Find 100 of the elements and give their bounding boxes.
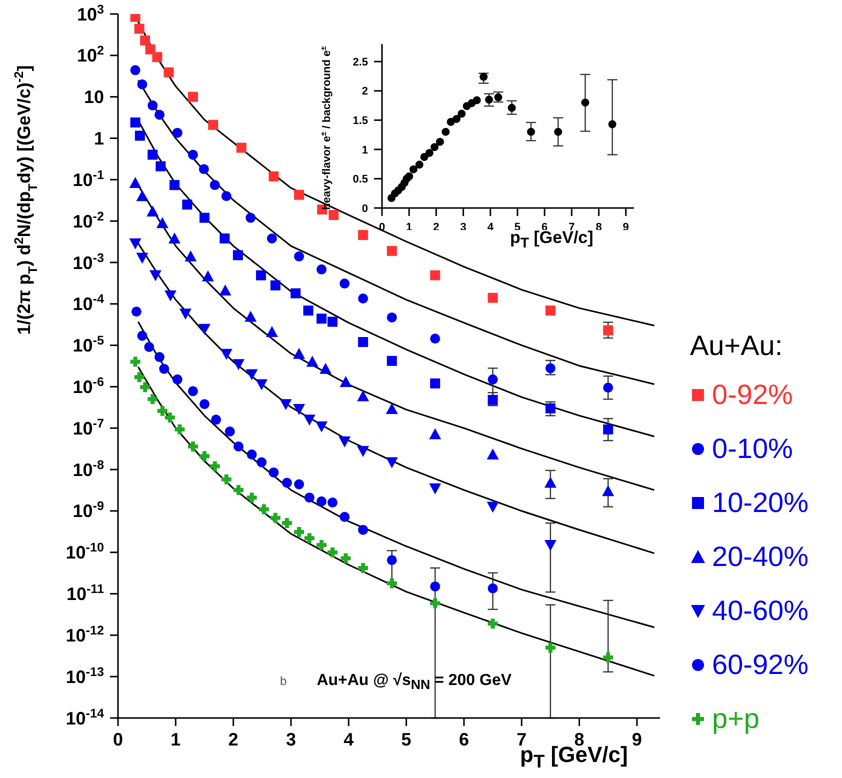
legend-title: Au+Au: (690, 330, 784, 362)
point (409, 165, 418, 174)
point (144, 342, 154, 352)
y-tick-label: 10$^{3}$ (76, 2, 104, 24)
point (603, 325, 614, 336)
x-tick-label: 3 (460, 221, 466, 234)
y-tick-label: 10$^{-14}$ (66, 706, 104, 728)
legend-label: 40-60% (712, 595, 809, 627)
y-tick-label: 10$^{-2}$ (72, 209, 104, 232)
legend-label: p+p (712, 703, 760, 735)
point (154, 110, 165, 120)
y-tick-label: 10$^{-9}$ (72, 499, 104, 522)
y-tick-label: 10$^{-12}$ (66, 623, 104, 646)
point (208, 120, 218, 130)
point (488, 394, 498, 405)
y-tick-label: 10 (84, 87, 104, 108)
point (603, 382, 614, 393)
point (234, 441, 244, 452)
point (327, 547, 338, 558)
point (472, 96, 481, 104)
point (246, 212, 256, 223)
point (304, 492, 314, 503)
point (268, 467, 279, 478)
legend-label: 10-20% (712, 487, 809, 519)
point (188, 386, 198, 396)
y-tick-label: 10$^{-11}$ (66, 582, 104, 604)
point (156, 161, 166, 172)
point (130, 356, 140, 367)
point (429, 483, 442, 494)
y-tick-label: 10$^{-8}$ (72, 458, 104, 480)
point (293, 348, 306, 359)
point (129, 238, 142, 250)
y-tick-label: 2.5 (352, 56, 368, 68)
point (270, 512, 280, 523)
point (234, 485, 244, 496)
point (486, 448, 499, 460)
point (294, 190, 304, 200)
point (182, 200, 192, 210)
point (545, 403, 556, 414)
point (358, 524, 368, 535)
point (152, 52, 162, 62)
point (290, 288, 301, 298)
x-tick-label: 2 (433, 221, 440, 234)
point (199, 451, 210, 462)
point (131, 306, 142, 317)
point (130, 65, 140, 76)
point (145, 44, 156, 54)
point (357, 446, 370, 458)
point (527, 128, 536, 136)
point (232, 359, 245, 370)
point (357, 390, 370, 402)
point (316, 496, 327, 506)
point (544, 476, 556, 488)
point (170, 180, 180, 190)
point (545, 363, 556, 374)
point (258, 504, 269, 514)
point (452, 114, 461, 123)
point (134, 130, 145, 141)
point (246, 369, 258, 380)
point (164, 290, 176, 302)
y-tick-label: 10$^{-3}$ (72, 250, 104, 273)
point (149, 270, 162, 282)
point (224, 426, 235, 436)
point (544, 540, 556, 552)
point (488, 618, 498, 629)
y-tick-label: 1 (362, 144, 368, 156)
x-tick-label: 5 (514, 221, 521, 234)
point (129, 177, 142, 188)
point (485, 96, 494, 104)
point (386, 457, 398, 468)
point (294, 479, 304, 490)
x-tick-label: 6 (458, 730, 469, 750)
point (603, 424, 614, 434)
point (188, 92, 198, 102)
point (340, 553, 351, 564)
point (188, 441, 198, 452)
point (148, 394, 158, 404)
point (198, 324, 210, 335)
point (148, 150, 158, 160)
point (340, 278, 350, 289)
point (602, 485, 614, 496)
point (280, 399, 292, 410)
point (386, 578, 397, 588)
point (358, 230, 368, 240)
point (168, 232, 181, 244)
point (386, 402, 398, 414)
point (256, 379, 268, 390)
point (246, 450, 257, 460)
point (316, 314, 327, 324)
point (220, 348, 232, 360)
point (608, 120, 616, 128)
point (179, 308, 192, 320)
point (184, 250, 197, 262)
x-tick-label: 4 (487, 221, 494, 234)
y-tick-label: 10$^{-7}$ (72, 416, 104, 438)
point (545, 306, 556, 316)
point (266, 326, 278, 337)
point (358, 337, 368, 348)
point (140, 382, 150, 392)
y-tick-label: 0.5 (352, 174, 368, 186)
